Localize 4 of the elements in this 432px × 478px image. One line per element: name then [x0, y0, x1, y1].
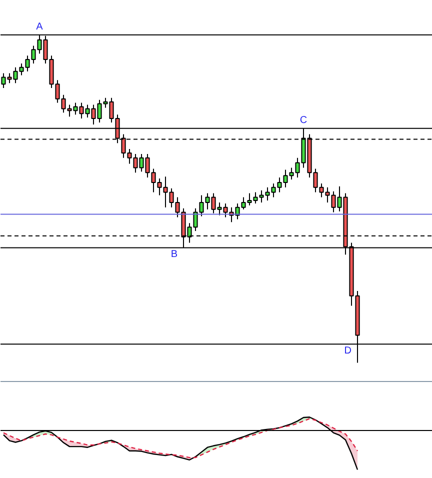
annotation: D	[344, 346, 352, 357]
annotation: C	[300, 114, 308, 126]
annotation: B	[170, 249, 178, 260]
annotation: A	[36, 21, 44, 32]
